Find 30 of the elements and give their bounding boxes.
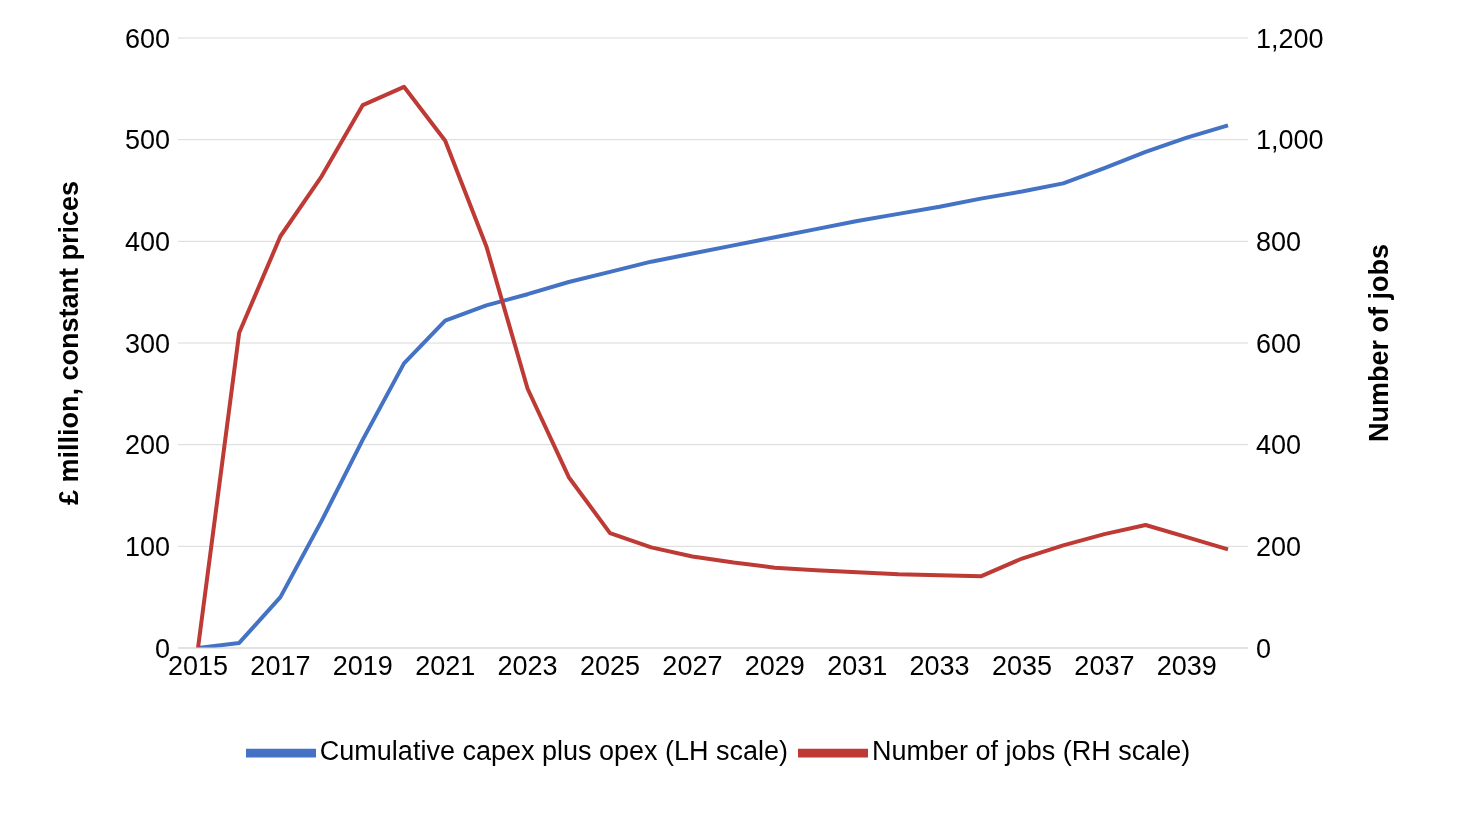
x-tick-label: 2029	[744, 651, 805, 682]
y-tick-label: 600	[124, 23, 170, 54]
x-tick-label: 2037	[1074, 651, 1135, 682]
legend-label: Number of jobs (RH scale)	[872, 736, 1191, 767]
x-tick-label: 2021	[415, 651, 476, 682]
x-tick-label: 2035	[991, 651, 1053, 682]
y2-tick-label: 0	[1256, 633, 1272, 664]
y2-tick-label: 600	[1256, 328, 1302, 359]
x-tick-label: 2039	[1156, 651, 1217, 682]
x-tick-label: 2027	[662, 651, 723, 682]
y-tick-label: 200	[124, 430, 170, 461]
y-tick-label: 0	[154, 633, 170, 664]
y2-tick-label: 200	[1256, 531, 1302, 562]
x-tick-label: 2023	[497, 651, 558, 682]
y2-tick-label: 400	[1256, 430, 1302, 461]
y-tick-label: 500	[124, 125, 170, 156]
x-tick-label: 2033	[909, 651, 970, 682]
x-tick-label: 2025	[579, 651, 641, 682]
y-axis-title: £ million, constant prices	[53, 180, 84, 506]
x-tick-label: 2019	[332, 651, 393, 682]
y-tick-label: 100	[124, 531, 170, 562]
y2-tick-label: 1,200	[1256, 23, 1324, 54]
legend-label: Cumulative capex plus opex (LH scale)	[319, 736, 789, 767]
y-tick-label: 300	[124, 328, 170, 359]
y-tick-label: 400	[124, 226, 170, 257]
y2-tick-label: 800	[1256, 226, 1302, 257]
y2-axis-title: Number of jobs	[1363, 243, 1394, 443]
y2-tick-label: 1,000	[1256, 125, 1324, 156]
x-tick-label: 2031	[827, 651, 888, 682]
x-tick-label: 2017	[250, 651, 311, 682]
